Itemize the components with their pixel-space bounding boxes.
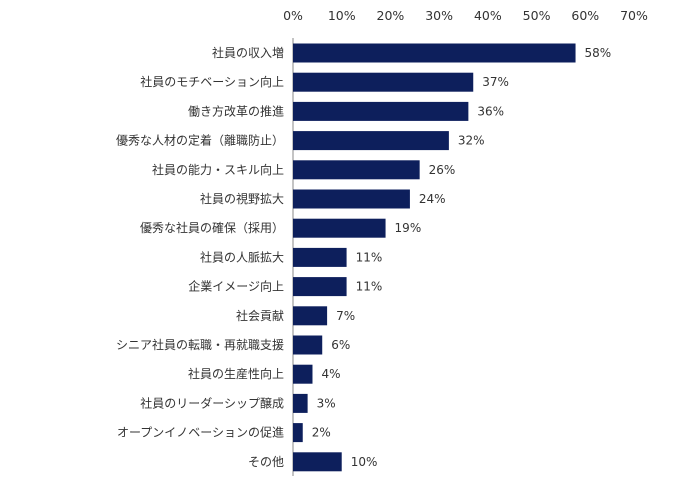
x-axis-ticks: 0% 10% 20% 30% 40% 50% 60% 70% [283,8,648,23]
bar [293,452,342,472]
bar [293,43,576,63]
bar [293,306,328,326]
x-tick-label: 60% [571,8,599,23]
category-label: 優秀な人材の定着（離職防止） [116,133,284,148]
data-label: 37% [482,75,509,89]
bar [293,189,410,209]
data-label: 26% [429,163,456,177]
bars [293,43,576,472]
data-label: 11% [356,280,383,294]
bar [293,335,323,355]
bar [293,160,420,180]
bar [293,393,308,413]
category-label: 社員の能力・スキル向上 [152,162,284,177]
x-tick-label: 20% [377,8,405,23]
data-label: 2% [312,426,331,440]
bar [293,218,386,238]
bar [293,101,469,121]
data-label: 11% [356,250,383,264]
category-label: 社員の生産性向上 [188,366,284,381]
data-label: 19% [395,221,422,235]
data-label: 36% [477,104,504,118]
data-label: 10% [351,455,378,469]
bar [293,364,313,384]
category-label: 社員のリーダーシップ醸成 [140,395,284,410]
bar [293,247,347,267]
category-label: 社会貢献 [236,308,284,323]
data-label: 3% [317,396,336,410]
x-tick-label: 50% [523,8,551,23]
category-label: 企業イメージ向上 [188,279,284,294]
x-tick-label: 40% [474,8,502,23]
category-label: 社員の人脈拡大 [200,249,284,264]
data-label: 4% [321,367,340,381]
data-label: 6% [331,338,350,352]
bar [293,423,303,443]
value-labels: 58% 37% 36% 32% 26% 24% 19% 11% 11% 7% 6% 4% 3% 2% 10% [312,46,611,469]
category-label: シニア社員の転職・再就職支援 [116,337,284,352]
category-label: 優秀な社員の確保（採用） [140,220,284,235]
category-label: 社員の収入増 [212,45,284,60]
x-tick-label: 10% [328,8,356,23]
category-label: 社員のモチベーション向上 [140,74,284,89]
category-labels: 社員の収入増社員のモチベーション向上働き方改革の推進優秀な人材の定着（離職防止）… [116,45,284,469]
bar [293,277,347,297]
x-tick-label: 30% [425,8,453,23]
data-label: 32% [458,134,485,148]
data-label: 7% [336,309,355,323]
category-label: 社員の視野拡大 [200,191,284,206]
category-label: 働き方改革の推進 [188,103,284,118]
category-label: オープンイノベーションの促進 [117,426,284,440]
x-tick-label: 0% [283,8,303,23]
data-label: 58% [585,46,612,60]
category-label: その他 [248,455,284,469]
x-tick-label: 70% [620,8,648,23]
bar [293,72,474,92]
bar [293,131,449,151]
data-label: 24% [419,192,446,206]
